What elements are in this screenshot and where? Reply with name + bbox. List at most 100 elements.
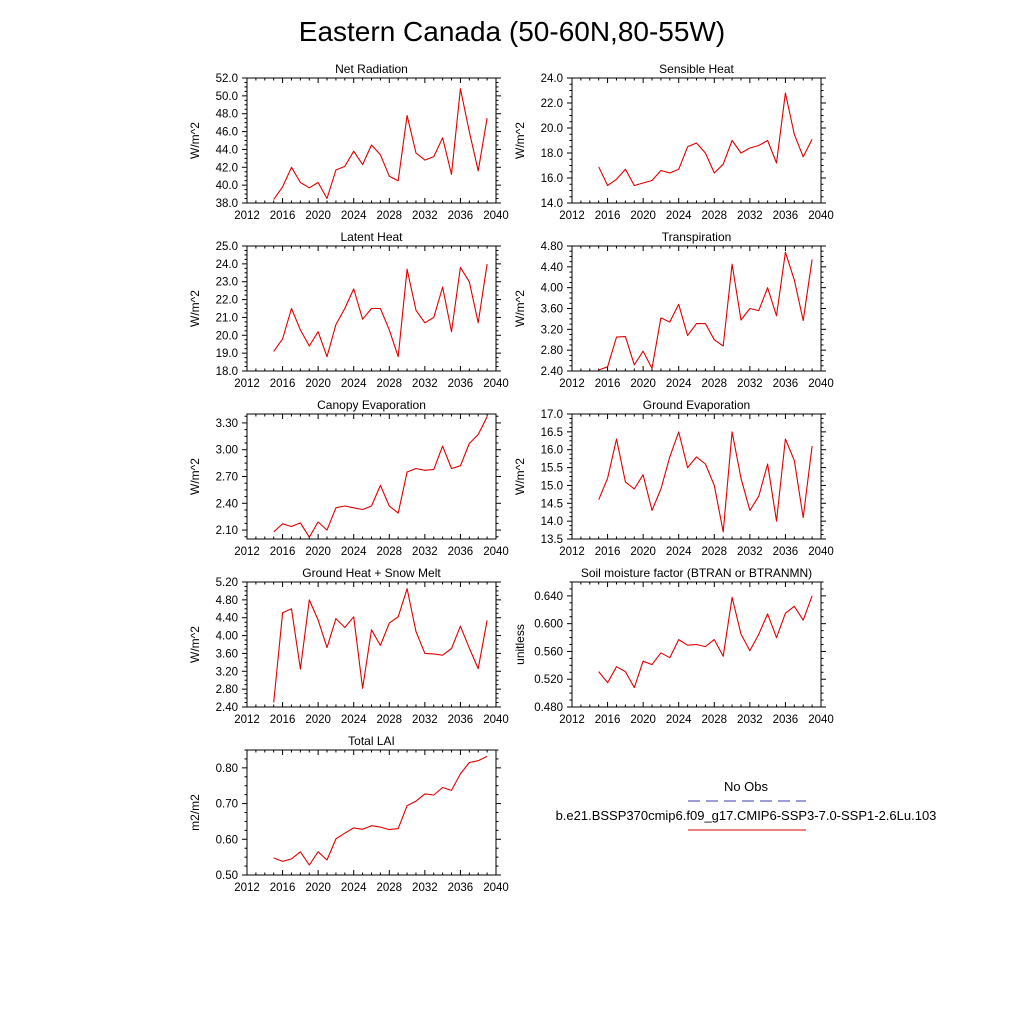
y-tick-label: 3.30 [216,418,238,430]
y-tick-label: 4.80 [216,595,238,607]
y-tick-label: 15.0 [541,480,563,492]
x-tick-label: 2028 [701,378,727,390]
x-tick-label: 2016 [595,714,621,726]
x-tick-label: 2012 [559,210,585,222]
x-tick-label: 2012 [559,714,585,726]
y-tick-label: 16.5 [541,427,563,439]
x-tick-label: 2028 [376,378,402,390]
y-tick-label: 17.0 [541,409,563,421]
y-tick-label: 14.0 [541,516,563,528]
x-tick-label: 2016 [595,210,621,222]
x-tick-label: 2012 [234,714,260,726]
y-tick-label: 4.40 [541,262,563,274]
panel-net-radiation: Net Radiation W/m^2 2012 2016 2020 2024 2028 20… [188,62,509,222]
y-tick-label: 0.80 [216,763,238,775]
y-tick-label: 42.0 [216,162,238,174]
y-tick-label: 21.0 [216,312,238,324]
series-line [273,755,488,866]
y-tick-label: 16.0 [541,173,563,185]
x-tick-label: 2020 [305,378,331,390]
x-tick-label: 2012 [234,546,260,558]
y-tick-label: 0.520 [534,674,563,686]
y-tick-label: 0.640 [534,591,563,603]
x-tick-label: 2020 [630,378,656,390]
y-tick-label: 44.0 [216,144,238,156]
x-tick-label: 2036 [448,714,474,726]
y-tick-label: 48.0 [216,109,238,121]
y-tick-label: 5.20 [216,577,238,589]
x-tick-label: 2016 [595,546,621,558]
panel-title: Total LAI [348,734,395,748]
series-line [273,416,488,538]
x-tick-label: 2028 [701,714,727,726]
x-tick-label: 2040 [483,546,509,558]
x-tick-label: 2040 [808,546,834,558]
legend-model-label: b.e21.BSSP370cmip6.f09_g17.CMIP6-SSP3-7.… [556,808,937,823]
y-tick-label: 18.0 [216,366,238,378]
x-tick-label: 2040 [483,378,509,390]
y-tick-label: 0.50 [216,870,238,882]
x-tick-label: 2036 [773,714,799,726]
y-tick-label: 22.0 [541,98,563,110]
x-tick-label: 2032 [412,714,438,726]
y-tick-label: 20.0 [541,123,563,135]
panel-title: Ground Evaporation [643,398,750,412]
y-tick-label: 2.80 [541,345,563,357]
x-tick-label: 2024 [666,378,692,390]
x-tick-label: 2024 [666,714,692,726]
panel-sensible-heat: Sensible Heat W/m^2 2012 2016 2020 2024 2028 20… [513,62,834,222]
panel-title: Soil moisture factor (BTRAN or BTRANMN) [581,566,812,580]
y-tick-label: 14.5 [541,498,563,510]
y-tick-label: 3.00 [216,445,238,457]
x-tick-label: 2040 [808,210,834,222]
x-tick-label: 2016 [595,378,621,390]
legend: No Obs b.e21.BSSP370cmip6.f09_g17.CMIP6-… [556,779,937,831]
panel-ground-evaporation: Ground Evaporation W/m^2 2012 2016 2020 2024 2… [513,398,834,558]
x-tick-label: 2020 [305,210,331,222]
y-tick-label: 19.0 [216,348,238,360]
legend-obs-label: No Obs [724,779,769,794]
x-tick-label: 2024 [341,882,367,894]
y-tick-label: 24.0 [216,259,238,271]
x-tick-label: 2032 [737,546,763,558]
panel-ground-heat-snow-melt: Ground Heat + Snow Melt W/m^2 2012 2016 2020… [188,566,509,726]
x-tick-label: 2020 [630,210,656,222]
x-tick-label: 2024 [341,210,367,222]
series-line [598,92,813,187]
y-tick-label: 2.80 [216,684,238,696]
y-tick-label: 46.0 [216,127,238,139]
y-tick-label: 2.40 [541,366,563,378]
y-tick-label: 14.0 [541,198,563,210]
x-tick-label: 2040 [483,210,509,222]
x-tick-label: 2020 [630,714,656,726]
panel-total-lai: Total LAI m2/m2 2012 2016 2020 2024 2028 2032 20… [188,734,509,894]
x-tick-label: 2016 [270,882,296,894]
y-axis-label: m2/m2 [188,794,202,831]
x-tick-label: 2028 [701,210,727,222]
x-tick-label: 2036 [773,546,799,558]
y-tick-label: 2.40 [216,498,238,510]
y-tick-label: 23.0 [216,277,238,289]
y-axis-label: W/m^2 [188,458,202,495]
x-tick-label: 2036 [448,378,474,390]
x-tick-label: 2020 [305,714,331,726]
x-tick-label: 2028 [376,714,402,726]
panel-title: Canopy Evaporation [317,398,426,412]
x-tick-label: 2028 [376,546,402,558]
x-tick-label: 2040 [808,378,834,390]
x-tick-label: 2020 [305,546,331,558]
y-tick-label: 40.0 [216,180,238,192]
x-tick-label: 2036 [773,210,799,222]
panels-group: Net Radiation W/m^2 2012 2016 2020 2024 2028 20… [188,62,834,894]
x-tick-label: 2032 [737,378,763,390]
panel-latent-heat: Latent Heat W/m^2 2012 2016 2020 2024 2028 2032… [188,230,509,390]
x-tick-label: 2024 [666,546,692,558]
y-tick-label: 25.0 [216,241,238,253]
x-tick-label: 2028 [376,882,402,894]
x-tick-label: 2032 [412,882,438,894]
y-axis-label: unitless [513,624,527,665]
y-axis-label: W/m^2 [513,458,527,495]
x-tick-label: 2012 [559,546,585,558]
x-tick-label: 2016 [270,210,296,222]
y-tick-label: 38.0 [216,198,238,210]
